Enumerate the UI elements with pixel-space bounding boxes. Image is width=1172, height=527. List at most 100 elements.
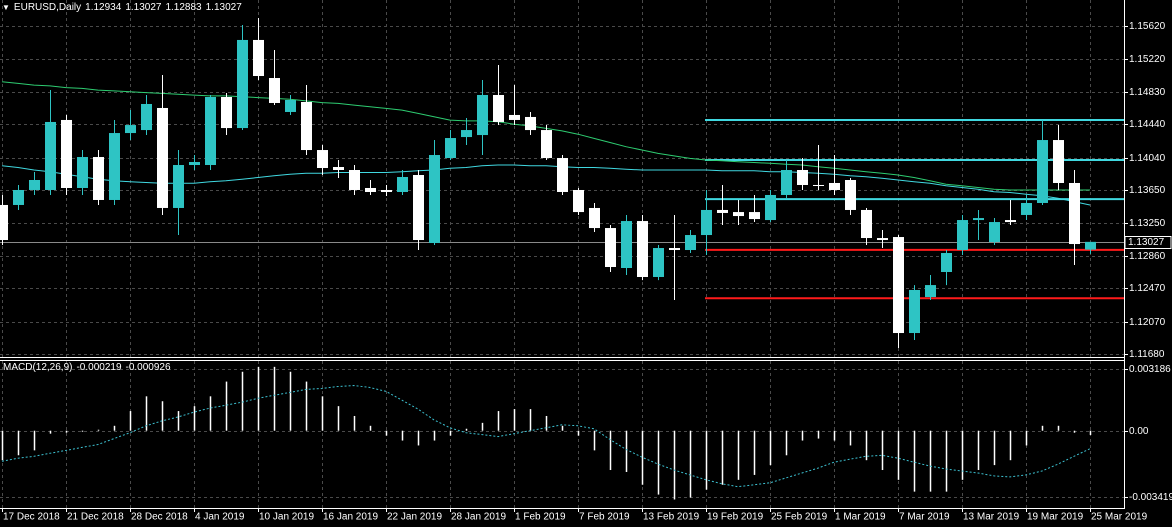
candle-body	[77, 157, 88, 188]
candle-body	[1021, 202, 1032, 215]
chart-header: ▼ EURUSD,Daily 1.12934 1.13027 1.12883 1.1302…	[2, 2, 246, 13]
candle-body	[925, 285, 936, 298]
candle-body	[0, 204, 8, 241]
candle-body	[45, 121, 56, 190]
candle-body	[333, 167, 344, 171]
candle-body	[621, 221, 632, 268]
symbol-title: EURUSD,Daily	[13, 2, 82, 13]
x-tick-label: 22 Jan 2019	[387, 512, 442, 523]
x-tick-label: 1 Mar 2019	[835, 512, 886, 523]
y-tick-label: 1.11680	[1129, 349, 1165, 360]
candle-body	[781, 170, 792, 195]
candle-body	[589, 207, 600, 229]
candle-body	[637, 221, 648, 277]
candle-body	[845, 179, 856, 210]
y-tick-label: 1.14040	[1129, 153, 1166, 164]
x-tick-label: 28 Jan 2019	[451, 512, 506, 523]
y-tick-label: 1.14440	[1129, 119, 1166, 130]
candle-body	[141, 103, 152, 131]
candle-body	[541, 130, 552, 159]
candle-body	[1005, 220, 1016, 223]
candle-body	[509, 114, 520, 120]
y-tick-label: 1.13650	[1129, 185, 1166, 196]
close-value: 1.13027	[205, 2, 242, 13]
candle-body	[573, 189, 584, 213]
y-tick-label: -0.003419	[1129, 492, 1172, 503]
x-tick-label: 16 Jan 2019	[323, 512, 378, 523]
y-tick-label: 0.003186	[1129, 364, 1171, 375]
x-tick-label: 25 Feb 2019	[771, 512, 828, 523]
y-tick-label: 1.15620	[1129, 21, 1166, 32]
candle-body	[701, 209, 712, 236]
candle-body	[877, 238, 888, 241]
candle-body	[493, 94, 504, 122]
signal-line	[1, 384, 1091, 488]
macd-value: -0.000219	[76, 362, 122, 373]
x-tick-label: 19 Feb 2019	[707, 512, 764, 523]
x-tick-label: 4 Jan 2019	[195, 512, 245, 523]
candle-body	[29, 179, 40, 190]
candle-body	[685, 235, 696, 251]
open-value: 1.12934	[85, 2, 122, 13]
x-tick-label: 7 Mar 2019	[899, 512, 950, 523]
x-tick-label: 10 Jan 2019	[259, 512, 314, 523]
candle-body	[605, 228, 616, 268]
x-tick-label: 19 Mar 2019	[1027, 512, 1084, 523]
low-value: 1.12883	[165, 2, 202, 13]
candle-body	[717, 209, 728, 213]
candle-body	[989, 222, 1000, 243]
x-tick-label: 13 Feb 2019	[643, 512, 700, 523]
x-tick-label: 1 Feb 2019	[515, 512, 566, 523]
candle-body	[653, 248, 664, 277]
candle-body	[173, 165, 184, 208]
y-tick-label: 1.14830	[1129, 87, 1166, 98]
candle-body	[157, 107, 168, 208]
candle-body	[381, 189, 392, 192]
candle-body	[93, 157, 104, 200]
candle-body	[365, 187, 376, 192]
x-tick-label: 25 Mar 2019	[1091, 512, 1148, 523]
candle-body	[13, 189, 24, 205]
candle-body	[317, 150, 328, 169]
candle-body	[253, 39, 264, 77]
candle-body	[861, 209, 872, 239]
candle-body	[733, 212, 744, 217]
candle-body	[189, 162, 200, 166]
candle-body	[205, 96, 216, 166]
signal-value: -0.000926	[125, 362, 171, 373]
x-tick-label: 28 Dec 2018	[131, 512, 188, 523]
candle-body	[765, 194, 776, 221]
candle-body	[429, 155, 440, 244]
candle-body	[941, 253, 952, 272]
candle-body	[237, 39, 248, 129]
candle-body	[445, 138, 456, 159]
candle-body	[525, 116, 536, 131]
candle-body	[461, 130, 472, 138]
y-tick-label: 1.12470	[1129, 283, 1166, 294]
candle-body	[269, 78, 280, 103]
candle-body	[125, 125, 136, 134]
candle-body	[797, 170, 808, 185]
candle-body	[1085, 241, 1096, 250]
macd-title: MACD(12,26,9)	[3, 362, 73, 373]
candle-body	[973, 218, 984, 221]
candle-body	[909, 289, 920, 334]
candle-body	[1069, 182, 1080, 245]
candle-body	[749, 212, 760, 220]
candle-body	[1053, 140, 1064, 183]
x-tick-label: 7 Feb 2019	[579, 512, 630, 523]
y-tick-label: 1.12070	[1129, 317, 1166, 328]
candle-body	[829, 182, 840, 190]
y-tick-label: 1.13250	[1129, 218, 1166, 229]
price-box-label: 1.13027	[1128, 237, 1165, 248]
price-box	[1124, 236, 1172, 249]
candle-body	[1037, 140, 1048, 203]
y-tick-label: 1.12860	[1129, 251, 1166, 262]
candle-body	[109, 133, 120, 200]
x-tick-label: 21 Dec 2018	[67, 512, 124, 523]
candle-body	[221, 96, 232, 129]
